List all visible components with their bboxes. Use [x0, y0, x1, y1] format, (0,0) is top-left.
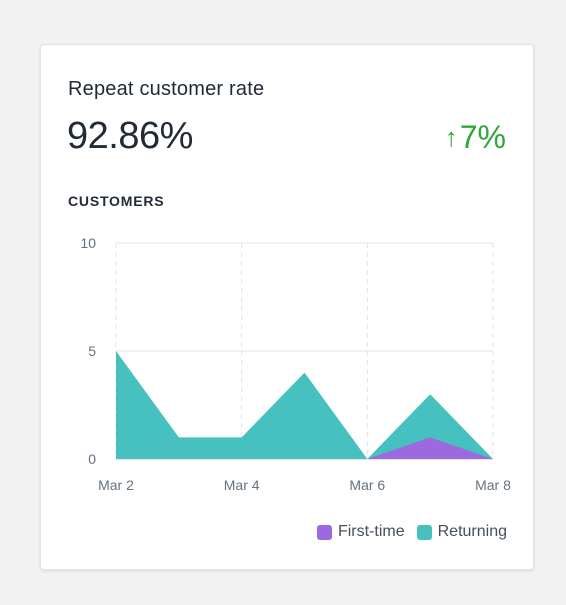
x-tick-label: Mar 8 [475, 477, 511, 493]
y-tick-label: 0 [88, 451, 96, 467]
y-tick-label: 10 [80, 235, 96, 251]
customers-area-chart: 0 5 10 Mar 2 Mar 4 Mar 6 Mar 8 [80, 235, 511, 493]
x-tick-label: Mar 2 [98, 477, 134, 493]
legend-swatch-first-time [316, 524, 332, 540]
arrow-up-icon: ↑ [444, 122, 458, 152]
change-value: 7% [459, 119, 506, 155]
metric-value: 92.86% [67, 115, 193, 157]
area-first-time [116, 437, 493, 459]
x-tick-label: Mar 4 [224, 477, 260, 493]
repeat-customer-rate-card: Repeat customer rate 92.86% ↑ 7% CUSTOME… [40, 44, 534, 570]
change-indicator: ↑ 7% [445, 119, 506, 156]
y-tick-label: 5 [88, 343, 96, 359]
legend-label-returning: Returning [437, 523, 507, 540]
section-label: CUSTOMERS [68, 193, 165, 209]
legend-item-first-time[interactable]: First-time [316, 523, 405, 541]
legend-item-returning[interactable]: Returning [416, 523, 507, 541]
legend-label-first-time: First-time [337, 523, 405, 540]
x-tick-label: Mar 6 [349, 477, 385, 493]
chart-legend: First-time Returning [305, 523, 507, 541]
card-title: Repeat customer rate [68, 78, 265, 100]
legend-swatch-returning [416, 524, 432, 540]
area-returning [116, 351, 493, 459]
